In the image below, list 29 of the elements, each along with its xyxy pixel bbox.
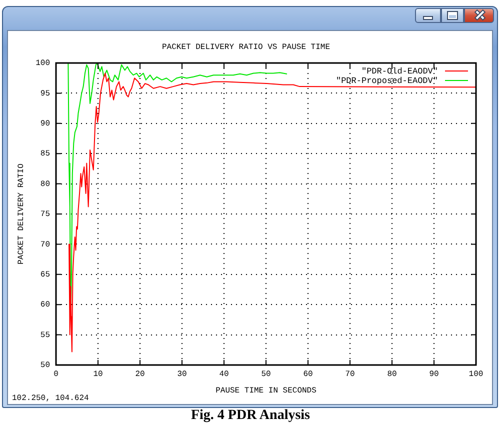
x-tick-label: 70 — [345, 370, 355, 379]
y-axis-title: PACKET DELIVERY RATIO — [16, 163, 26, 264]
y-tick-label: 95 — [40, 89, 50, 98]
y-tick-label: 100 — [36, 59, 50, 68]
x-axis-title: PAUSE TIME IN SECONDS — [216, 386, 317, 396]
text: 102.250, 104.624 — [12, 394, 89, 403]
y-tick-label: 75 — [40, 210, 50, 220]
y-tick-label: 80 — [40, 180, 50, 189]
y-tick-label: 70 — [40, 240, 50, 250]
caption: Fig. 4 PDR Analysis — [190, 408, 311, 424]
legend-label: "PDR-Old-EAODV" — [361, 66, 438, 76]
x-tick-label: 100 — [468, 370, 484, 379]
x-tick-label: 90 — [429, 370, 439, 379]
y-tick-label: 55 — [40, 330, 50, 340]
chart-title: PACKET DELIVERY RATIO VS PAUSE TIME — [162, 42, 330, 52]
x-tick-label: 0 — [54, 370, 59, 379]
x-tick-label: 60 — [303, 370, 313, 379]
y-tick-label: 85 — [40, 150, 50, 159]
x-tick-label: 20 — [135, 370, 145, 379]
y-tick-label: 60 — [40, 300, 50, 310]
legend-label: "PDR-Proposed-EAODV" — [336, 76, 438, 86]
x-tick-label: 30 — [177, 370, 187, 379]
x-tick-label: 80 — [387, 370, 397, 379]
x-tick-label: 10 — [93, 370, 103, 379]
x-tick-label: 40 — [219, 370, 229, 379]
y-tick-label: 65 — [40, 270, 50, 280]
y-tick-label: 50 — [40, 361, 50, 370]
x-tick-label: 50 — [261, 370, 271, 379]
y-tick-label: 90 — [40, 120, 50, 129]
